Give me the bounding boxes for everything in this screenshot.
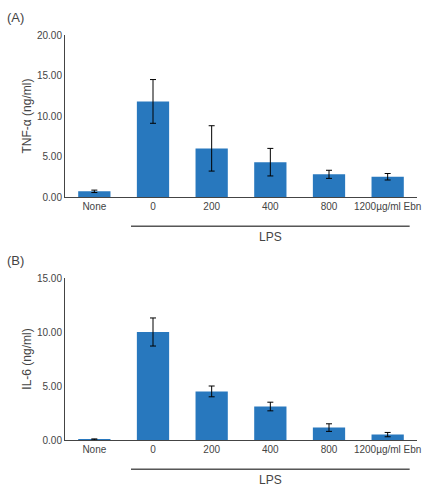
svg-text:400: 400 [262, 444, 279, 455]
svg-text:1200µg/ml Ebn: 1200µg/ml Ebn [354, 201, 421, 212]
svg-text:20.00: 20.00 [37, 30, 62, 41]
svg-text:15.00: 15.00 [37, 70, 62, 81]
svg-text:200: 200 [203, 201, 220, 212]
svg-text:10.00: 10.00 [37, 111, 62, 122]
svg-text:(B): (B) [7, 253, 24, 268]
svg-text:TNF-α (ng/ml): TNF-α (ng/ml) [20, 79, 34, 154]
svg-text:LPS: LPS [259, 473, 282, 487]
svg-text:400: 400 [262, 201, 279, 212]
svg-text:800: 800 [321, 201, 338, 212]
svg-text:0: 0 [150, 201, 156, 212]
svg-text:200: 200 [203, 444, 220, 455]
svg-text:0.00: 0.00 [43, 192, 63, 203]
svg-text:5.00: 5.00 [43, 151, 63, 162]
svg-text:1200µg/ml Ebn: 1200µg/ml Ebn [354, 444, 421, 455]
svg-text:0: 0 [150, 444, 156, 455]
svg-text:IL-6 (ng/ml): IL-6 (ng/ml) [20, 328, 34, 389]
svg-text:10.00: 10.00 [37, 327, 62, 338]
svg-text:None: None [82, 201, 106, 212]
svg-text:800: 800 [321, 444, 338, 455]
svg-text:(A): (A) [7, 10, 24, 25]
svg-text:LPS: LPS [259, 230, 282, 244]
svg-text:0.00: 0.00 [43, 435, 63, 446]
svg-text:5.00: 5.00 [43, 381, 63, 392]
svg-text:None: None [82, 444, 106, 455]
svg-text:15.00: 15.00 [37, 273, 62, 284]
